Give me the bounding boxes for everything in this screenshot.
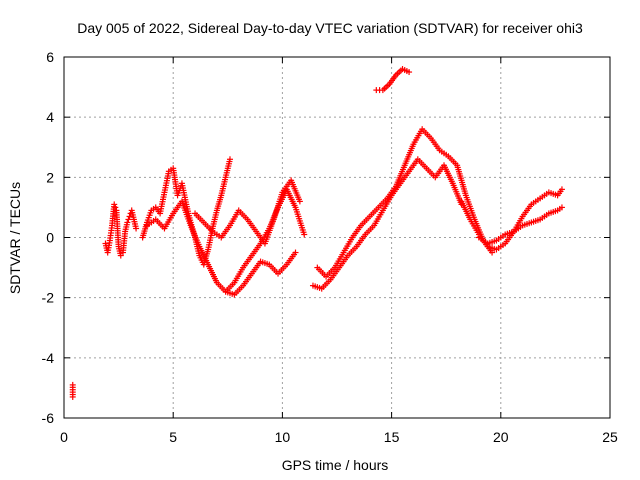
y-tick-label: -4 [42,350,55,366]
data-point [406,69,413,76]
plot-frame [63,56,611,419]
x-tick-label: 5 [169,429,177,445]
data-point [558,186,565,193]
data-point [69,393,76,400]
y-axis-title: SDTVAR / TECUs [7,182,23,294]
data-point [133,225,140,232]
y-tick-label: -2 [42,290,55,306]
x-tick-label: 25 [602,429,618,445]
y-tick-labels: -6 -4 -2 0 2 4 6 [42,49,55,426]
x-tick-label: 0 [60,429,68,445]
x-tick-labels: 0 5 10 15 20 25 [60,429,618,445]
data-point [296,198,303,205]
data-point-interp [112,204,119,211]
x-tick-label: 10 [275,429,291,445]
chart-title: Day 005 of 2022, Sidereal Day-to-day VTE… [77,20,583,36]
x-axis-title: GPS time / hours [282,457,389,473]
x-tick-label: 15 [384,429,400,445]
data-point [226,156,233,163]
data-point-interp [125,216,132,223]
data-point [124,219,131,226]
data-point [301,231,308,238]
data-points [69,66,565,400]
y-tick-label: 0 [46,230,54,246]
data-point [292,249,299,256]
y-tick-label: -6 [42,410,55,426]
data-point [117,252,124,259]
data-point [126,213,133,220]
data-point [111,201,118,208]
grid-lines [64,57,610,418]
x-tick-label: 20 [493,429,509,445]
y-tick-label: 6 [46,49,54,65]
data-point [558,204,565,211]
y-tick-label: 4 [46,109,54,125]
y-tick-label: 2 [46,169,54,185]
